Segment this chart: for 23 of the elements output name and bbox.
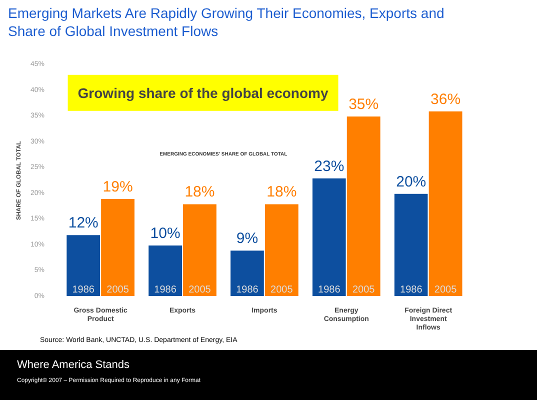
data-label: 20% bbox=[396, 173, 426, 190]
data-label: 18% bbox=[266, 184, 297, 201]
text: 2005 bbox=[352, 284, 375, 296]
text: Growing share of the global economy bbox=[78, 84, 328, 101]
text: Where America Stands bbox=[17, 358, 130, 373]
data-label: 10% bbox=[150, 224, 180, 242]
data-label: 12% bbox=[68, 214, 98, 232]
data-label: 9% bbox=[236, 230, 258, 248]
data-label: 23% bbox=[314, 158, 344, 175]
series-label: 2005 bbox=[106, 284, 130, 296]
text: 1986 bbox=[154, 284, 176, 296]
text: 1986 bbox=[236, 284, 258, 296]
data-label: 35% bbox=[348, 96, 379, 114]
data-label: 18% bbox=[184, 184, 215, 201]
text: 2005 bbox=[188, 284, 211, 296]
text: 1986 bbox=[400, 284, 422, 296]
text: 2005 bbox=[270, 284, 293, 296]
data-label: 36% bbox=[430, 90, 461, 108]
chart-title: Emerging Markets Are Rapidly Growing Their Economies, Exports and Share of Global Investment Flows bbox=[8, 4, 446, 40]
text: 2005 bbox=[434, 284, 457, 296]
data-label: 19% bbox=[102, 178, 133, 196]
series-label: 1986 bbox=[72, 284, 95, 296]
text: 1986 bbox=[318, 284, 340, 296]
